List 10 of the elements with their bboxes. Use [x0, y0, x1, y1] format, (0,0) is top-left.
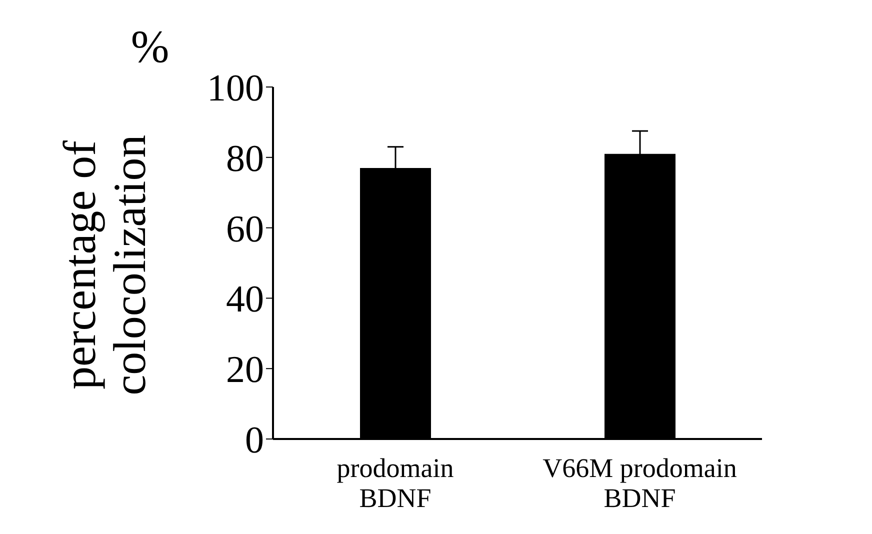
text: % — [130, 21, 170, 72]
y-tick-label: 20 — [226, 349, 264, 392]
x-tick-label: prodomain BDNF — [336, 453, 454, 513]
y-tick-label: 100 — [207, 67, 264, 110]
y-tick-label: 80 — [226, 138, 264, 180]
y-tick-label: 40 — [226, 278, 264, 321]
y-tick-label: 60 — [226, 208, 264, 250]
y-tick-label: 0 — [245, 419, 264, 462]
x-tick-label: V66M prodomain BDNF — [542, 453, 738, 513]
y-axis-title: percentage of colocolization — [54, 134, 155, 396]
